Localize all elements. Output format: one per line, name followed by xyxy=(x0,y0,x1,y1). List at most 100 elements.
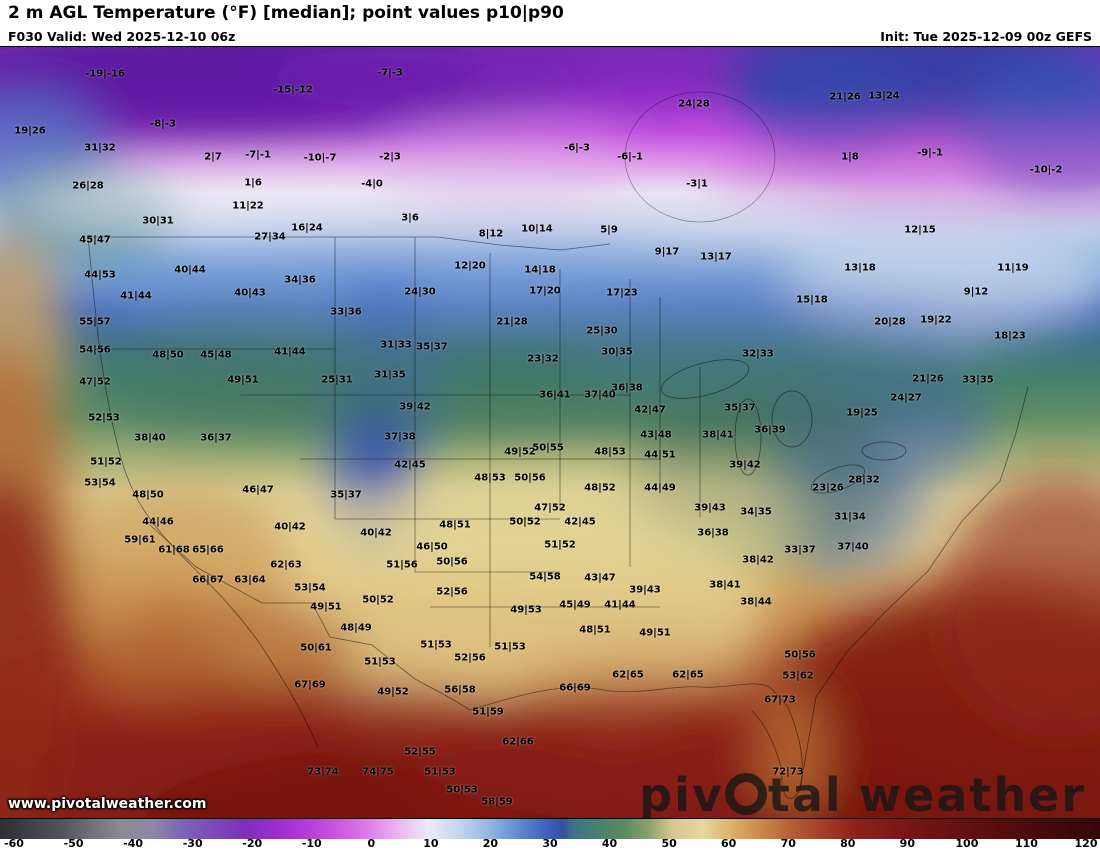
colorbar-tick-label: -40 xyxy=(123,837,144,850)
point-value: -6|-3 xyxy=(564,142,590,154)
point-value: 50|52 xyxy=(362,594,394,606)
point-value: 13|17 xyxy=(700,251,732,263)
point-value: 51|53 xyxy=(424,766,456,778)
point-value: 33|37 xyxy=(784,544,816,556)
point-value: 17|20 xyxy=(529,285,561,297)
point-value: -15|-12 xyxy=(273,84,313,96)
colorbar-tick-label: 100 xyxy=(955,837,979,850)
point-value: 50|52 xyxy=(509,516,541,528)
point-value: 41|44 xyxy=(120,290,152,302)
point-value: 11|22 xyxy=(232,200,264,212)
point-value: 11|19 xyxy=(997,262,1029,274)
point-value: -9|-1 xyxy=(917,147,943,159)
point-value: 25|31 xyxy=(321,374,353,386)
point-value: 13|24 xyxy=(868,90,900,102)
point-value: 50|55 xyxy=(532,442,564,454)
point-value: 51|53 xyxy=(494,641,526,653)
point-value: 48|51 xyxy=(439,519,471,531)
point-value: 47|52 xyxy=(79,376,111,388)
point-value: 35|37 xyxy=(416,341,448,353)
point-value: 59|61 xyxy=(124,534,156,546)
colorbar-tick-label: 70 xyxy=(780,837,796,850)
point-value-layer: -19|-16 -15|-12 -7|-3 19|26 -8|-3 31|32 2|7 -7|… xyxy=(0,47,1100,818)
point-value: 31|33 xyxy=(380,339,412,351)
point-value: 36|38 xyxy=(611,382,643,394)
brand-text-piv: piv xyxy=(639,768,724,818)
point-value: 27|34 xyxy=(254,231,286,243)
colorbar-tick-row: -60 -50 -40 -30 -20 -10 0 10 20 30 40 50 60 70 80 90 100… xyxy=(4,837,1097,851)
point-value: 36|41 xyxy=(539,389,571,401)
point-value: 40|43 xyxy=(234,287,266,299)
point-value: 17|23 xyxy=(606,287,638,299)
point-value: 41|44 xyxy=(274,346,306,358)
point-value: 37|40 xyxy=(584,389,616,401)
colorbar-tick-label: 110 xyxy=(1014,837,1038,850)
point-value: 38|40 xyxy=(134,432,166,444)
point-value: 16|24 xyxy=(291,222,323,234)
colorbar-tick-label: -20 xyxy=(242,837,263,850)
point-value: 39|42 xyxy=(729,459,761,471)
point-value: 19|25 xyxy=(846,407,878,419)
point-value: 39|43 xyxy=(694,502,726,514)
point-value: 2|7 xyxy=(204,151,222,163)
point-value: 1|8 xyxy=(841,151,859,163)
point-value: 36|38 xyxy=(697,527,729,539)
point-value: 46|50 xyxy=(416,541,448,553)
point-value: 43|48 xyxy=(640,429,672,441)
point-value: 53|54 xyxy=(84,477,116,489)
point-value: 31|34 xyxy=(834,511,866,523)
colorbar-tick-label: 60 xyxy=(721,837,737,850)
point-value: 51|52 xyxy=(544,539,576,551)
point-value: 50|56 xyxy=(784,649,816,661)
point-value: 53|54 xyxy=(294,582,326,594)
point-value: 13|18 xyxy=(844,262,876,274)
point-value: 48|51 xyxy=(579,624,611,636)
point-value: 33|36 xyxy=(330,306,362,318)
point-value: 34|35 xyxy=(740,506,772,518)
valid-time-label: F030 Valid: Wed 2025-12-10 06z xyxy=(8,29,236,44)
point-value: 18|23 xyxy=(994,330,1026,342)
point-value: 40|44 xyxy=(174,264,206,276)
point-value: 10|14 xyxy=(521,223,553,235)
point-value: -2|3 xyxy=(379,151,401,163)
forecast-info-bar: F030 Valid: Wed 2025-12-10 06z Init: Tue… xyxy=(0,27,1100,47)
point-value: 9|17 xyxy=(654,246,680,258)
hudson-bay xyxy=(624,91,776,223)
point-value: 72|73 xyxy=(772,766,804,778)
point-value: -10|-2 xyxy=(1029,164,1063,176)
point-value: 30|35 xyxy=(601,346,633,358)
point-value: 15|18 xyxy=(796,294,828,306)
colorbar-tick-label: 50 xyxy=(661,837,677,850)
pivotal-weather-watermark: piv tal weather xyxy=(639,772,1086,818)
point-value: 42|45 xyxy=(564,516,596,528)
lake-michigan xyxy=(734,398,762,476)
point-value: 19|26 xyxy=(14,125,46,137)
watermark-url: www.pivotalweather.com xyxy=(8,796,207,812)
point-value: 51|52 xyxy=(90,456,122,468)
point-value: 8|12 xyxy=(478,228,504,240)
colorbar-tick-label: 20 xyxy=(482,837,499,850)
point-value: 52|56 xyxy=(454,652,486,664)
point-value: 51|53 xyxy=(420,639,452,651)
pivotal-logo-icon xyxy=(724,773,767,815)
colorbar-tick-label: 10 xyxy=(423,837,439,850)
point-value: 42|45 xyxy=(394,459,426,471)
colorbar-tick-label: 80 xyxy=(840,837,856,850)
point-value: -7|-3 xyxy=(377,67,403,79)
point-value: 21|26 xyxy=(912,373,944,385)
point-value: 9|12 xyxy=(963,286,989,298)
point-value: -8|-3 xyxy=(150,118,176,130)
point-value: 49|51 xyxy=(227,374,259,386)
colorbar-tick-label: -10 xyxy=(301,837,322,850)
point-value: 32|33 xyxy=(742,348,774,360)
point-value: 25|30 xyxy=(586,325,618,337)
colorbar-tick-label: 40 xyxy=(601,837,618,850)
point-value: 45|49 xyxy=(559,599,591,611)
lake-erie xyxy=(811,464,865,494)
point-value: -19|-16 xyxy=(85,68,125,80)
point-value: 63|64 xyxy=(234,574,266,586)
point-value: 47|52 xyxy=(534,502,566,514)
point-value: 62|63 xyxy=(270,559,302,571)
page-title: 2 m AGL Temperature (°F) [median]; point… xyxy=(0,0,1100,27)
point-value: -3|1 xyxy=(686,178,708,190)
